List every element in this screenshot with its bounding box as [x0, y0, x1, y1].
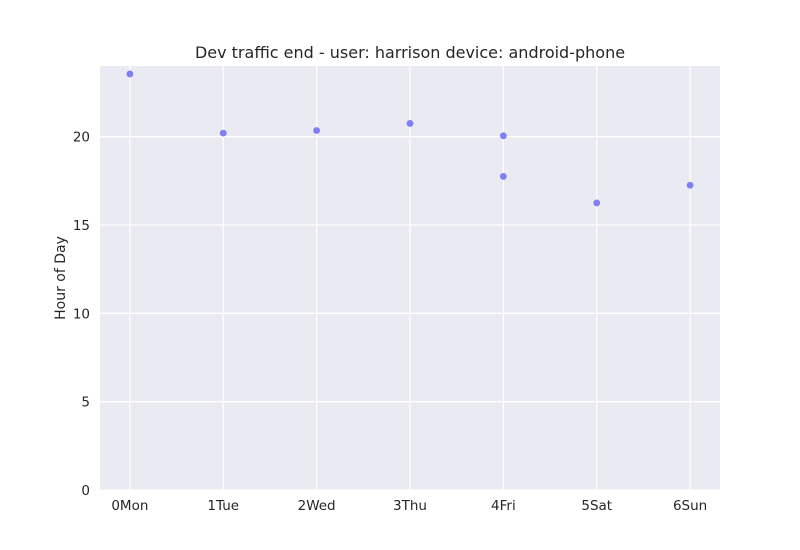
x-tick-label: 2Wed — [298, 498, 336, 514]
data-point — [686, 181, 694, 189]
chart-title: Dev traffic end - user: harrison device:… — [195, 43, 625, 62]
data-point — [313, 127, 321, 134]
data-point — [593, 199, 601, 207]
y-tick-label: 5 — [81, 395, 90, 411]
data-point — [406, 120, 414, 127]
x-tick-label: 6Sun — [673, 498, 707, 514]
data-points — [126, 70, 694, 207]
data-point — [499, 173, 507, 180]
x-tick-label: 5Sat — [581, 498, 612, 514]
x-tick-label: 3Thu — [393, 498, 427, 514]
y-tick-label: 15 — [73, 218, 90, 234]
y-tick-label: 0 — [81, 483, 90, 499]
y-tick-labels: 0 5 10 15 20 — [73, 130, 90, 499]
x-tick-label: 1Tue — [207, 498, 239, 514]
data-point — [219, 129, 227, 137]
x-tick-label: 0Mon — [111, 498, 148, 514]
x-tick-labels: 0Mon 1Tue 2Wed 3Thu 4Fri 5Sat 6Sun — [111, 498, 707, 514]
y-axis-label: Hour of Day — [53, 236, 69, 320]
y-tick-label: 20 — [73, 130, 90, 146]
data-point — [499, 132, 507, 140]
data-point — [126, 70, 134, 78]
y-tick-label: 10 — [73, 306, 90, 322]
x-tick-label: 4Fri — [491, 498, 516, 514]
